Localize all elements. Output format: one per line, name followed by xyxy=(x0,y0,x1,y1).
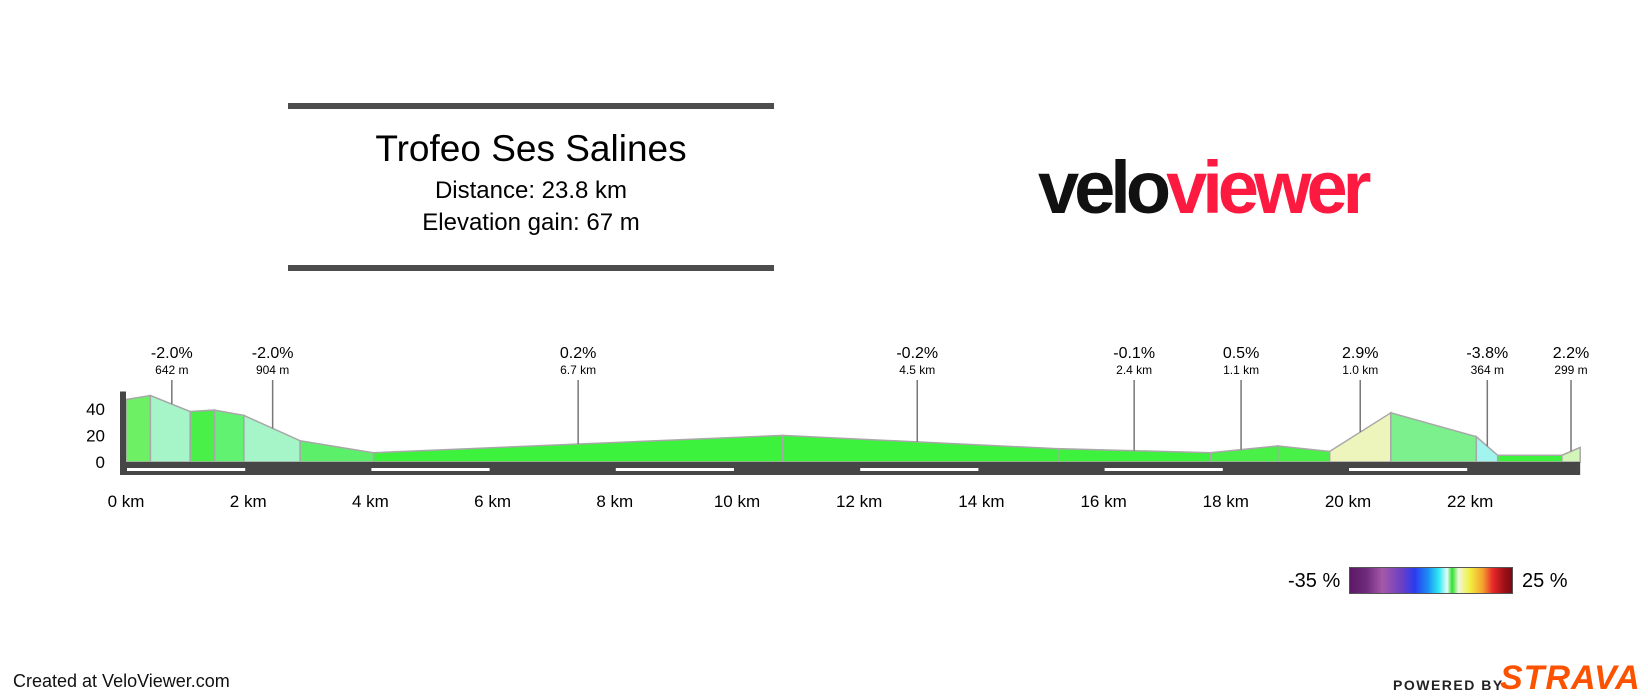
x-tick-label: 22 km xyxy=(1447,492,1493,511)
annotation-grade: 2.2% xyxy=(1553,345,1589,362)
annotation-length: 2.4 km xyxy=(1116,363,1152,377)
annotation-length: 4.5 km xyxy=(899,363,935,377)
grade-annotations: -2.0%642 m-2.0%904 m0.2%6.7 km-0.2%4.5 k… xyxy=(151,345,1589,452)
route-distance: Distance: 23.8 km xyxy=(434,177,628,204)
strava-logo: STRAVA xyxy=(1500,659,1641,697)
profile-segment xyxy=(213,409,245,463)
route-elevation-gain: Elevation gain: 67 m xyxy=(422,209,640,236)
profile-segment xyxy=(1057,447,1212,463)
y-tick-label: 0 xyxy=(96,453,105,472)
powered-by-label: POWERED BY xyxy=(1393,677,1504,693)
chart-axes: 0 20 40 0 km 2 km 4 km 6 km 8 km 10 km 12 km 14 km… xyxy=(86,391,1581,511)
annotation-grade: 0.5% xyxy=(1223,345,1259,362)
annotation-grade: -2.0% xyxy=(252,345,294,362)
scale-stripe xyxy=(860,468,979,471)
y-tick-label: 40 xyxy=(86,400,105,419)
x-tick-label: 2 km xyxy=(230,492,267,511)
annotation-length: 6.7 km xyxy=(560,363,596,377)
route-title: Trofeo Ses Salines xyxy=(375,128,687,169)
created-at-credit: Created at VeloViewer.com xyxy=(13,671,230,691)
profile-segment xyxy=(299,439,375,463)
annotation-grade: 2.9% xyxy=(1342,345,1378,362)
annotation-length: 1.1 km xyxy=(1223,363,1259,377)
profile-segment xyxy=(149,394,191,463)
x-tick-label: 14 km xyxy=(958,492,1004,511)
x-tick-label: 8 km xyxy=(596,492,633,511)
elevation-profile-chart: -2.0%642 m-2.0%904 m0.2%6.7 km-0.2%4.5 k… xyxy=(86,345,1589,511)
x-tick-label: 18 km xyxy=(1203,492,1249,511)
profile-segment xyxy=(1276,445,1331,463)
y-axis-bar xyxy=(120,391,126,475)
annotation-length: 299 m xyxy=(1554,363,1587,377)
x-tick-label: 0 km xyxy=(108,492,145,511)
annotation-grade: -0.1% xyxy=(1113,345,1155,362)
scale-stripe xyxy=(615,468,734,471)
scale-stripe xyxy=(127,468,246,471)
annotation-grade: -2.0% xyxy=(151,345,193,362)
annotation-length: 642 m xyxy=(155,363,188,377)
profile-segment xyxy=(1390,411,1478,463)
x-axis-bar xyxy=(120,462,1581,475)
x-tick-label: 10 km xyxy=(714,492,760,511)
x-tick-label: 16 km xyxy=(1080,492,1126,511)
x-tick-label: 20 km xyxy=(1325,492,1371,511)
profile-segment xyxy=(125,394,152,463)
legend-min-label: -35 % xyxy=(1288,570,1341,592)
logo-velo: velo xyxy=(1038,146,1171,229)
profile-segment xyxy=(1209,445,1279,463)
scale-stripe xyxy=(1349,468,1468,471)
x-tick-label: 12 km xyxy=(836,492,882,511)
profile-segment xyxy=(189,409,216,463)
x-tick-label: 6 km xyxy=(474,492,511,511)
annotation-grade: 0.2% xyxy=(560,345,596,362)
title-rule-bottom xyxy=(288,265,774,271)
scale-stripe xyxy=(1104,468,1223,471)
annotation-grade: -0.2% xyxy=(896,345,938,362)
y-tick-label: 20 xyxy=(86,426,105,445)
x-tick-label: 4 km xyxy=(352,492,389,511)
legend-max-label: 25 % xyxy=(1522,570,1568,592)
annotation-length: 364 m xyxy=(1471,363,1504,377)
scale-stripe xyxy=(371,468,490,471)
title-rule-top xyxy=(288,103,774,109)
veloviewer-logo: veloviewer xyxy=(1038,146,1371,229)
annotation-grade: -3.8% xyxy=(1466,345,1508,362)
annotation-length: 1.0 km xyxy=(1342,363,1378,377)
grade-color-scale xyxy=(1349,567,1513,594)
profile-segment xyxy=(782,434,1059,463)
annotation-length: 904 m xyxy=(256,363,289,377)
profile-segments xyxy=(125,394,1581,463)
profile-segment xyxy=(1496,454,1563,463)
logo-viewer: viewer xyxy=(1166,146,1371,229)
